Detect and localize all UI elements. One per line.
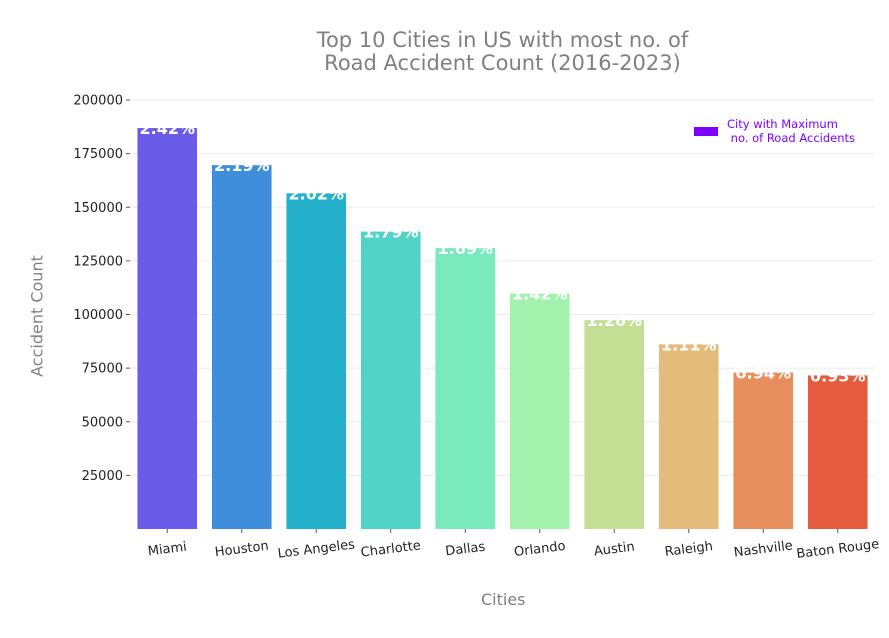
data-label: 2.42% — [139, 119, 195, 138]
y-tick-label: 25000 — [82, 469, 123, 484]
bar-orlando — [509, 293, 570, 529]
data-label: 1.69% — [437, 239, 493, 258]
legend-swatch — [694, 126, 718, 136]
y-tick-label: 100000 — [73, 308, 123, 323]
y-tick-label: 50000 — [82, 415, 123, 430]
bar-miami — [137, 128, 198, 529]
y-axis-label: Accident Count — [27, 255, 47, 377]
x-tick-label: Charlotte — [360, 538, 422, 560]
data-label: 0.94% — [735, 364, 791, 383]
y-tick-label: 75000 — [82, 362, 123, 377]
x-tick-label: Austin — [593, 540, 635, 560]
x-tick-label: Nashville — [733, 538, 794, 560]
chart-title-line-1: Top 10 Cities in US with most no. of — [316, 28, 689, 52]
bar-houston — [211, 165, 272, 529]
data-label: 2.02% — [288, 184, 344, 203]
bar-dallas — [435, 248, 496, 529]
chart-title-line-2: Road Accident Count (2016-2023) — [324, 51, 681, 75]
x-axis-label: Cities — [481, 590, 526, 609]
bar-charlotte — [360, 231, 421, 529]
bar-baton-rouge — [807, 375, 868, 529]
x-tick-label: Orlando — [513, 539, 566, 560]
x-tick-label: Raleigh — [664, 539, 714, 560]
data-label: 1.11% — [661, 335, 717, 354]
x-tick-label: Houston — [214, 539, 269, 560]
y-tick-label: 175000 — [73, 147, 123, 162]
data-label: 0.93% — [810, 366, 866, 385]
x-tick-label: Miami — [147, 540, 188, 560]
bar-raleigh — [658, 344, 719, 529]
data-label: 1.42% — [512, 285, 568, 304]
legend-label: City with Maximum no. of Road Accidents — [727, 117, 856, 145]
legend: City with Maximum no. of Road Accidents — [694, 117, 855, 145]
y-tick-label: 200000 — [73, 94, 123, 109]
data-label: 2.19% — [214, 156, 270, 175]
y-tick-label: 150000 — [73, 201, 123, 216]
bar-los-angeles — [286, 193, 347, 530]
bar-austin — [584, 320, 645, 529]
x-tick-label: Dallas — [445, 540, 487, 560]
data-label: 1.26% — [586, 311, 642, 330]
data-label: 1.79% — [363, 223, 419, 242]
y-tick-label: 125000 — [73, 254, 123, 269]
x-tick-label: Los Angeles — [277, 537, 356, 561]
x-tick-label: Baton Rouge — [796, 537, 880, 562]
bar-nashville — [733, 372, 794, 529]
